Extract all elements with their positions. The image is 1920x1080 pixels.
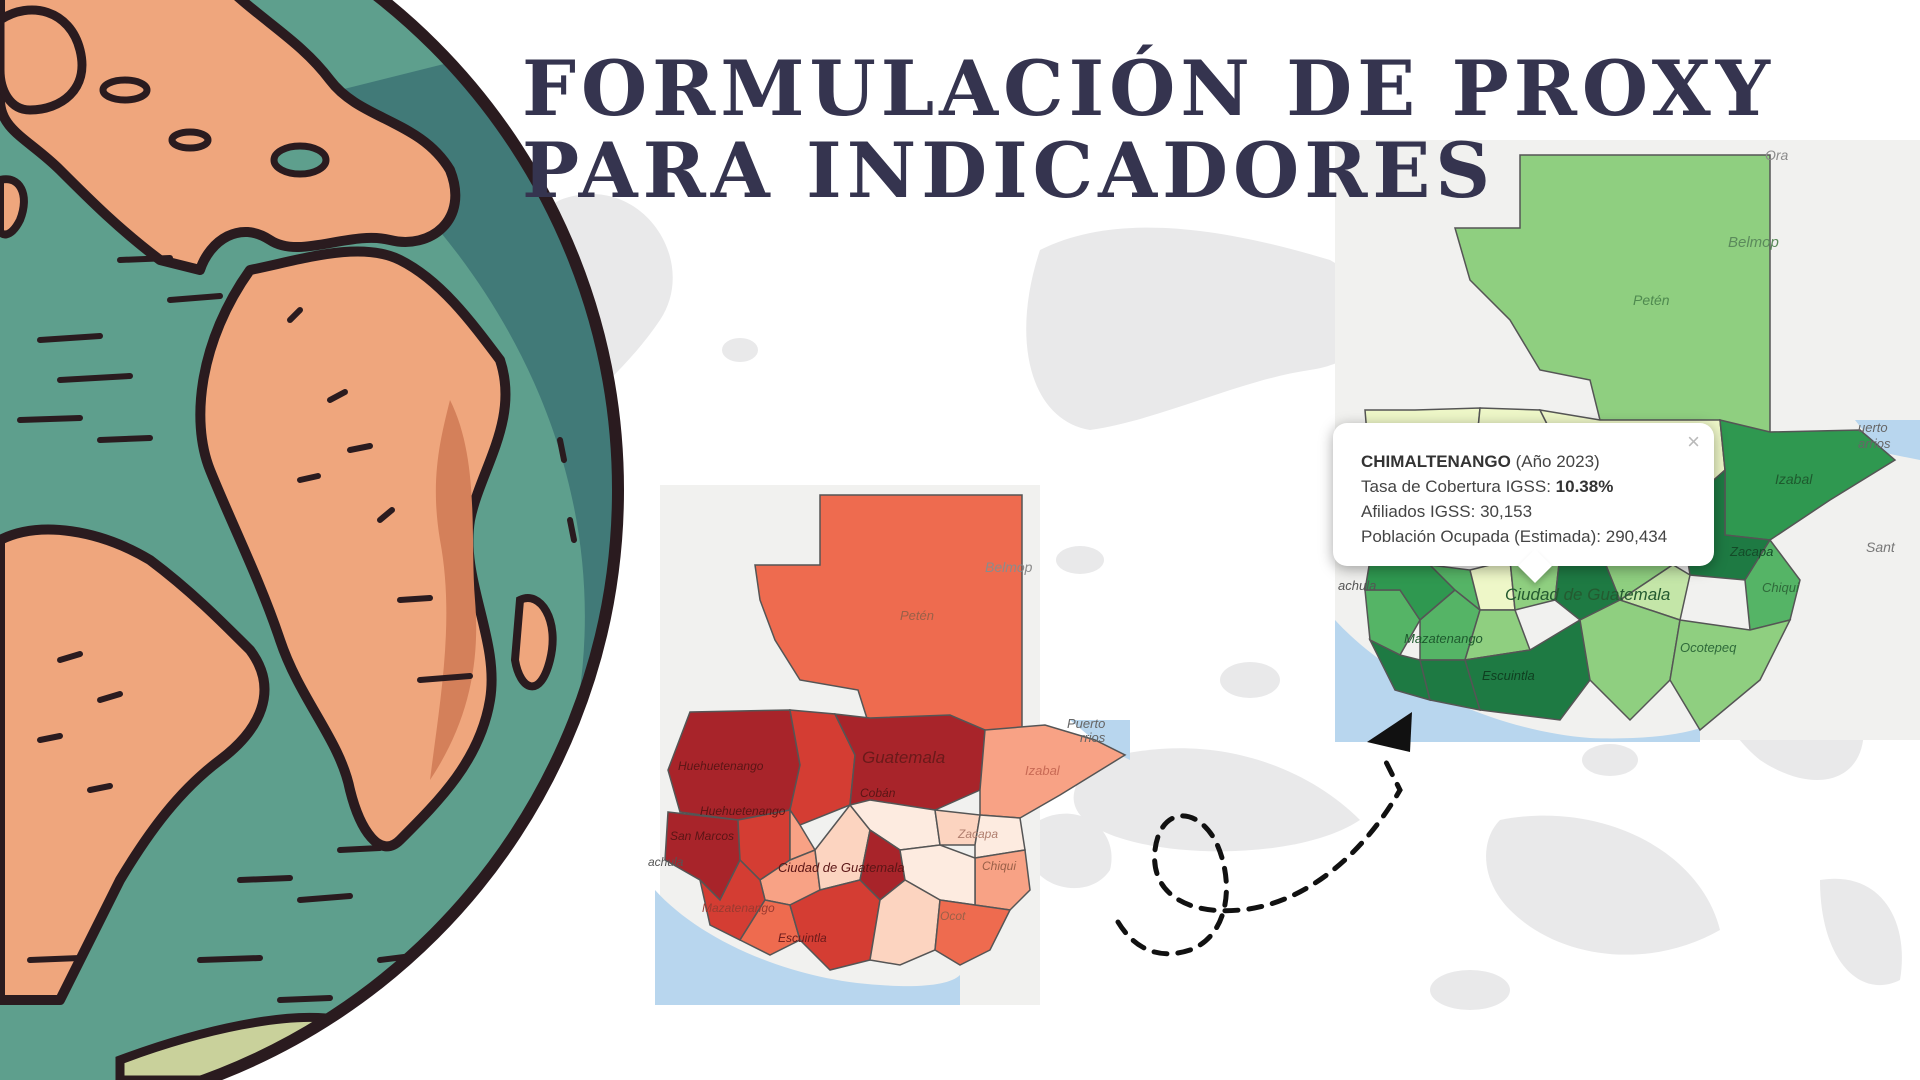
label-tapachula-right: achula [1338, 578, 1376, 593]
label-izabal-left: Izabal [1025, 763, 1061, 778]
label-puerto-right: uerto [1858, 420, 1888, 435]
globe-land-africa [195, 246, 511, 852]
region-alta-verapaz[interactable] [833, 713, 986, 811]
title-line-1: FORMULACIÓN DE PROXY [522, 44, 1775, 133]
label-mazatenango-left: Mazatenango [702, 901, 775, 915]
popup-department-name: CHIMALTENANGO [1361, 452, 1511, 471]
label-chiquimula-left: Chiqui [982, 859, 1016, 873]
label-orange-right: Ora [1765, 147, 1789, 163]
label-ocotepeque-right: Ocotepeq [1680, 640, 1737, 655]
popup-affiliates-row: Afiliados IGSS: 30,153 [1361, 499, 1694, 524]
title-line-2: PARA INDICADORES [522, 126, 1496, 215]
label-ocotepeque-left: Ocot [940, 909, 966, 923]
globe-land-africa-shade [430, 400, 477, 780]
label-huehue2-left: Huehuetenango [700, 804, 786, 818]
label-tapachula-left: achula [648, 855, 684, 869]
label-huehuetenango-left: Huehuetenango [678, 759, 764, 773]
popup-rate-row: Tasa de Cobertura IGSS: 10.38% [1361, 474, 1694, 499]
globe-land-madagascar [510, 594, 557, 691]
popup-rate-value: 10.38% [1555, 477, 1614, 496]
arrowhead-icon [1367, 712, 1412, 752]
label-zacapa-left: Zacapa [957, 827, 998, 841]
label-guatemala-left: Guatemala [862, 748, 945, 767]
region-retalhuleu[interactable] [698, 858, 766, 941]
label-chiquimula-right: Chiqui [1762, 580, 1800, 595]
region-jutiapa[interactable] [934, 899, 1012, 966]
popup-year: (Año 2023) [1515, 452, 1600, 471]
label-san-marcos-left: San Marcos [670, 829, 734, 843]
label-barrios-left: rrios [1080, 730, 1106, 745]
popup-population-label: Población Ocupada (Estimada): [1361, 527, 1602, 546]
left-map-ocean [655, 890, 960, 1005]
popup-population-row: Población Ocupada (Estimada): 290,434 [1361, 524, 1694, 549]
region-jutiapa-right[interactable] [1669, 618, 1792, 732]
globe-island [99, 76, 151, 104]
dashed-arrow [1115, 712, 1412, 957]
label-belmopan-left: Belmop [985, 559, 1033, 575]
label-peten-right: Petén [1633, 292, 1670, 308]
label-escuintla-left: Escuintla [778, 931, 827, 945]
right-map-caribbean [1855, 420, 1920, 460]
right-map-ocean [1335, 620, 1700, 742]
label-puerto-left: Puerto [1067, 716, 1105, 731]
label-ciudad-left: Ciudad de Guatemala [778, 860, 904, 875]
globe-lake [270, 142, 330, 178]
globe-land-north-america [0, 175, 28, 239]
popup-rate-label: Tasa de Cobertura IGSS: [1361, 477, 1551, 496]
label-zacapa-right: Zacapa [1729, 544, 1773, 559]
label-escuintla-right: Escuintla [1482, 668, 1535, 683]
label-coban-left: Cobán [860, 786, 896, 800]
region-chiquimula-right[interactable] [1744, 538, 1801, 631]
left-choropleth-map[interactable]: Belmop Petén Puerto rrios Izabal Guatema… [648, 485, 1130, 1005]
label-izabal-right: Izabal [1775, 471, 1813, 487]
label-ciudad-right: Ciudad de Guatemala [1505, 585, 1670, 604]
close-icon[interactable]: × [1687, 429, 1700, 454]
popup-affiliates-label: Afiliados IGSS: [1361, 502, 1476, 521]
label-barrios-right: arrios [1858, 436, 1891, 451]
globe-land-greenland [0, 5, 87, 115]
popup-header-row: CHIMALTENANGO (Año 2023) [1361, 449, 1694, 474]
globe-land-south-america [0, 524, 270, 1005]
globe-land-texture [37, 307, 577, 793]
label-peten-left: Petén [900, 608, 934, 623]
label-mazatenango-right: Mazatenango [1404, 631, 1483, 646]
globe-land-europe [0, 0, 461, 275]
map-info-popup[interactable]: × CHIMALTENANGO (Año 2023) Tasa de Cober… [1333, 423, 1714, 583]
page-title: FORMULACIÓN DE PROXY PARA INDICADORES [522, 48, 1775, 212]
globe-outline [186, 0, 624, 1080]
label-belmopan-right: Belmop [1728, 234, 1779, 251]
popup-affiliates-value: 30,153 [1480, 502, 1533, 521]
region-suchitepequez[interactable] [738, 899, 801, 956]
label-santo-right: Sant [1866, 539, 1896, 555]
region-izabal[interactable] [979, 724, 1127, 819]
popup-population-value: 290,434 [1605, 527, 1668, 546]
globe-island [168, 128, 212, 152]
